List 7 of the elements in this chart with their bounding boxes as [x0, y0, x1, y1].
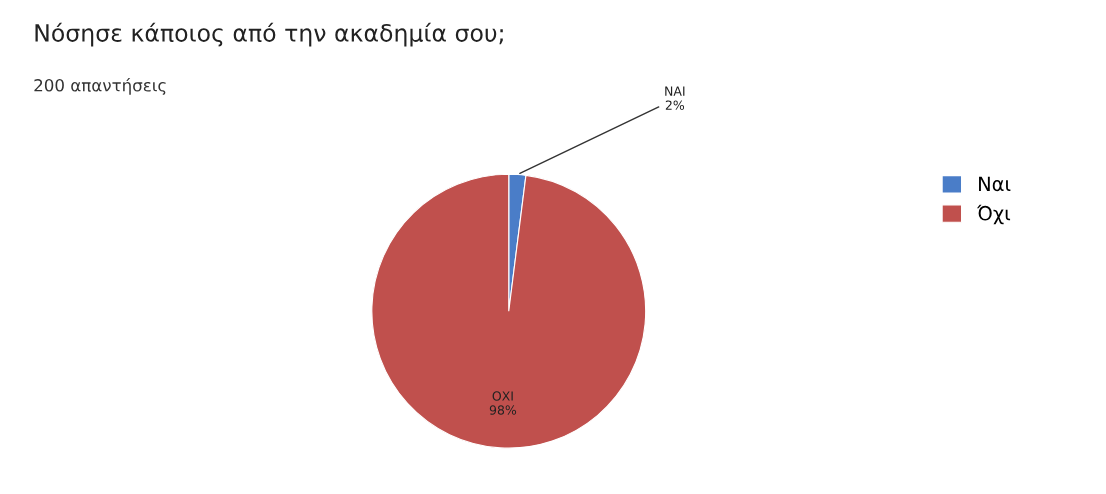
pie-slice	[371, 173, 647, 449]
data-label: ΝΑΙ 2%	[665, 86, 685, 110]
data-label: ΟΧΙ 98%	[489, 391, 517, 415]
legend-label: Όχι	[977, 204, 1011, 225]
legend-label: Ναι	[979, 176, 1011, 192]
chart-title: Νόσησε κάποιος από την ακαδημία σου;	[35, 22, 503, 47]
text: 200 απαντήσεις	[34, 78, 166, 95]
